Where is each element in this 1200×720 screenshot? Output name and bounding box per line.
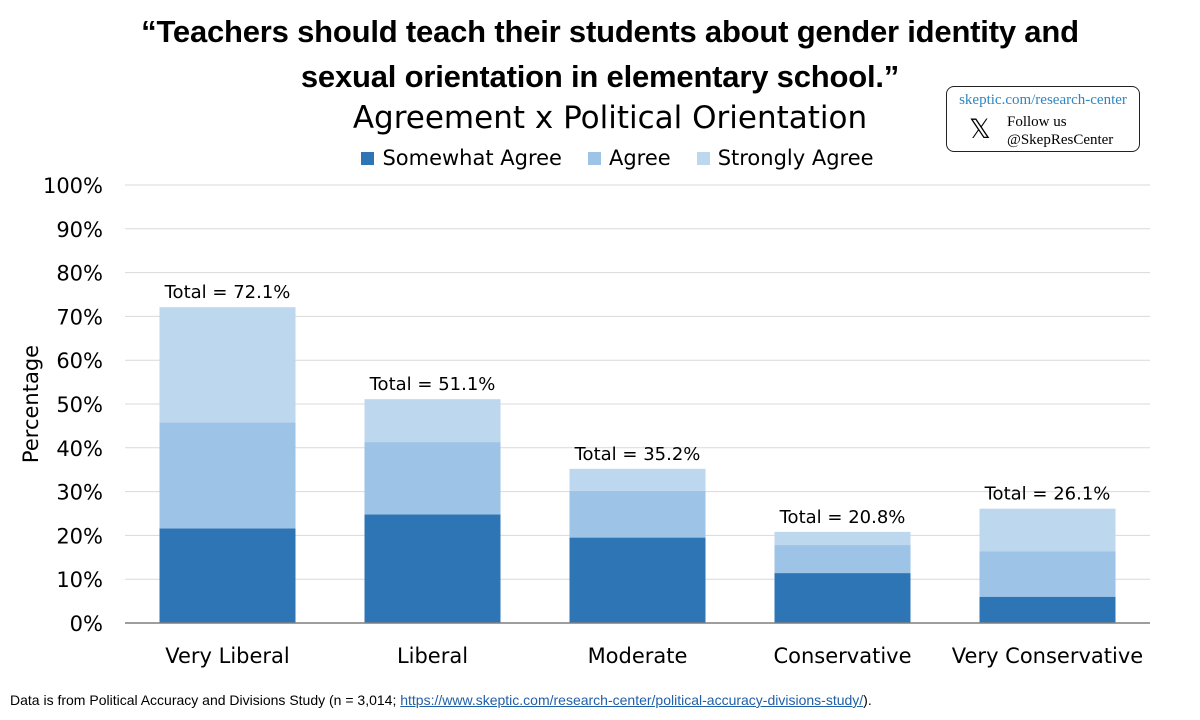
badge-url-link[interactable]: skeptic.com/research-center <box>959 92 1127 108</box>
bar-agree <box>979 551 1116 597</box>
badge-handle-text[interactable]: @SkepResCenter <box>1007 132 1114 148</box>
y-tick-label: 40% <box>56 437 103 461</box>
legend-label-somewhat-agree: Somewhat Agree <box>382 146 562 170</box>
bar-agree <box>159 422 296 529</box>
chart-legend: Somewhat Agree Agree Strongly Agree <box>0 146 1200 170</box>
y-tick-label: 50% <box>56 393 103 417</box>
y-axis-label: Percentage <box>19 345 43 463</box>
bar-agree <box>569 490 706 538</box>
stacked-bar-chart: 0% 10% 20% 30% 40% 50% 60% 70% 80% 90% 100% Percent… <box>19 174 1150 668</box>
footnote-prefix: Data is from Political Accuracy and Divi… <box>10 692 401 708</box>
y-tick-label: 60% <box>56 349 103 373</box>
bar-strongly-agree <box>569 468 706 491</box>
bar-strongly-agree <box>364 399 501 443</box>
bar-somewhat-agree <box>979 596 1116 623</box>
badge-follow-text: Follow us <box>1007 114 1067 130</box>
bar-agree <box>774 545 911 574</box>
x-tick-label: Very Conservative <box>952 644 1143 668</box>
legend-item-agree: Agree <box>587 146 671 170</box>
legend-swatch-strongly-agree <box>696 151 710 165</box>
footnote-suffix: ). <box>863 692 872 708</box>
social-badge[interactable]: skeptic.com/research-center 𝕏 Follow us … <box>946 86 1140 152</box>
bar-somewhat-agree <box>774 573 911 623</box>
total-data-label: Total = 51.1% <box>369 374 496 395</box>
chart-subtitle: Agreement x Political Orientation <box>352 100 868 136</box>
chart-title-line-2: sexual orientation in elementary school.… <box>300 59 900 94</box>
bar-somewhat-agree <box>159 528 296 623</box>
legend-item-strongly-agree: Strongly Agree <box>696 146 874 170</box>
x-tick-label: Moderate <box>588 644 688 668</box>
bar-strongly-agree <box>774 531 911 546</box>
x-tick-label: Liberal <box>397 644 468 668</box>
x-tick-label: Conservative <box>773 644 911 668</box>
y-tick-label: 0% <box>70 612 103 636</box>
x-logo-icon: 𝕏 <box>969 114 991 145</box>
legend-item-somewhat-agree: Somewhat Agree <box>361 146 562 170</box>
y-tick-label: 90% <box>56 218 103 242</box>
legend-swatch-somewhat-agree <box>361 151 375 165</box>
total-data-label: Total = 35.2% <box>574 444 701 465</box>
legend-swatch-agree <box>587 151 601 165</box>
bar-agree <box>364 442 501 515</box>
legend-label-agree: Agree <box>608 146 671 170</box>
y-tick-label: 20% <box>56 524 103 548</box>
footnote-link[interactable]: https://www.skeptic.com/research-center/… <box>400 692 864 708</box>
y-tick-label: 30% <box>56 481 103 505</box>
footnote: Data is from Political Accuracy and Divi… <box>10 692 872 708</box>
x-tick-label: Very Liberal <box>165 644 290 668</box>
bar-strongly-agree <box>979 508 1116 552</box>
total-data-label: Total = 72.1% <box>164 282 291 303</box>
y-tick-label: 80% <box>56 262 103 286</box>
bar-somewhat-agree <box>569 537 706 623</box>
y-tick-label: 10% <box>56 568 103 592</box>
bar-somewhat-agree <box>364 514 501 623</box>
y-tick-label: 70% <box>56 305 103 329</box>
legend-label-strongly-agree: Strongly Agree <box>717 146 874 170</box>
total-data-label: Total = 20.8% <box>779 507 906 528</box>
y-tick-label: 100% <box>43 174 103 198</box>
bar-strongly-agree <box>159 307 296 423</box>
total-data-label: Total = 26.1% <box>984 484 1111 505</box>
chart-title-line-1: “Teachers should teach their students ab… <box>141 14 1079 49</box>
